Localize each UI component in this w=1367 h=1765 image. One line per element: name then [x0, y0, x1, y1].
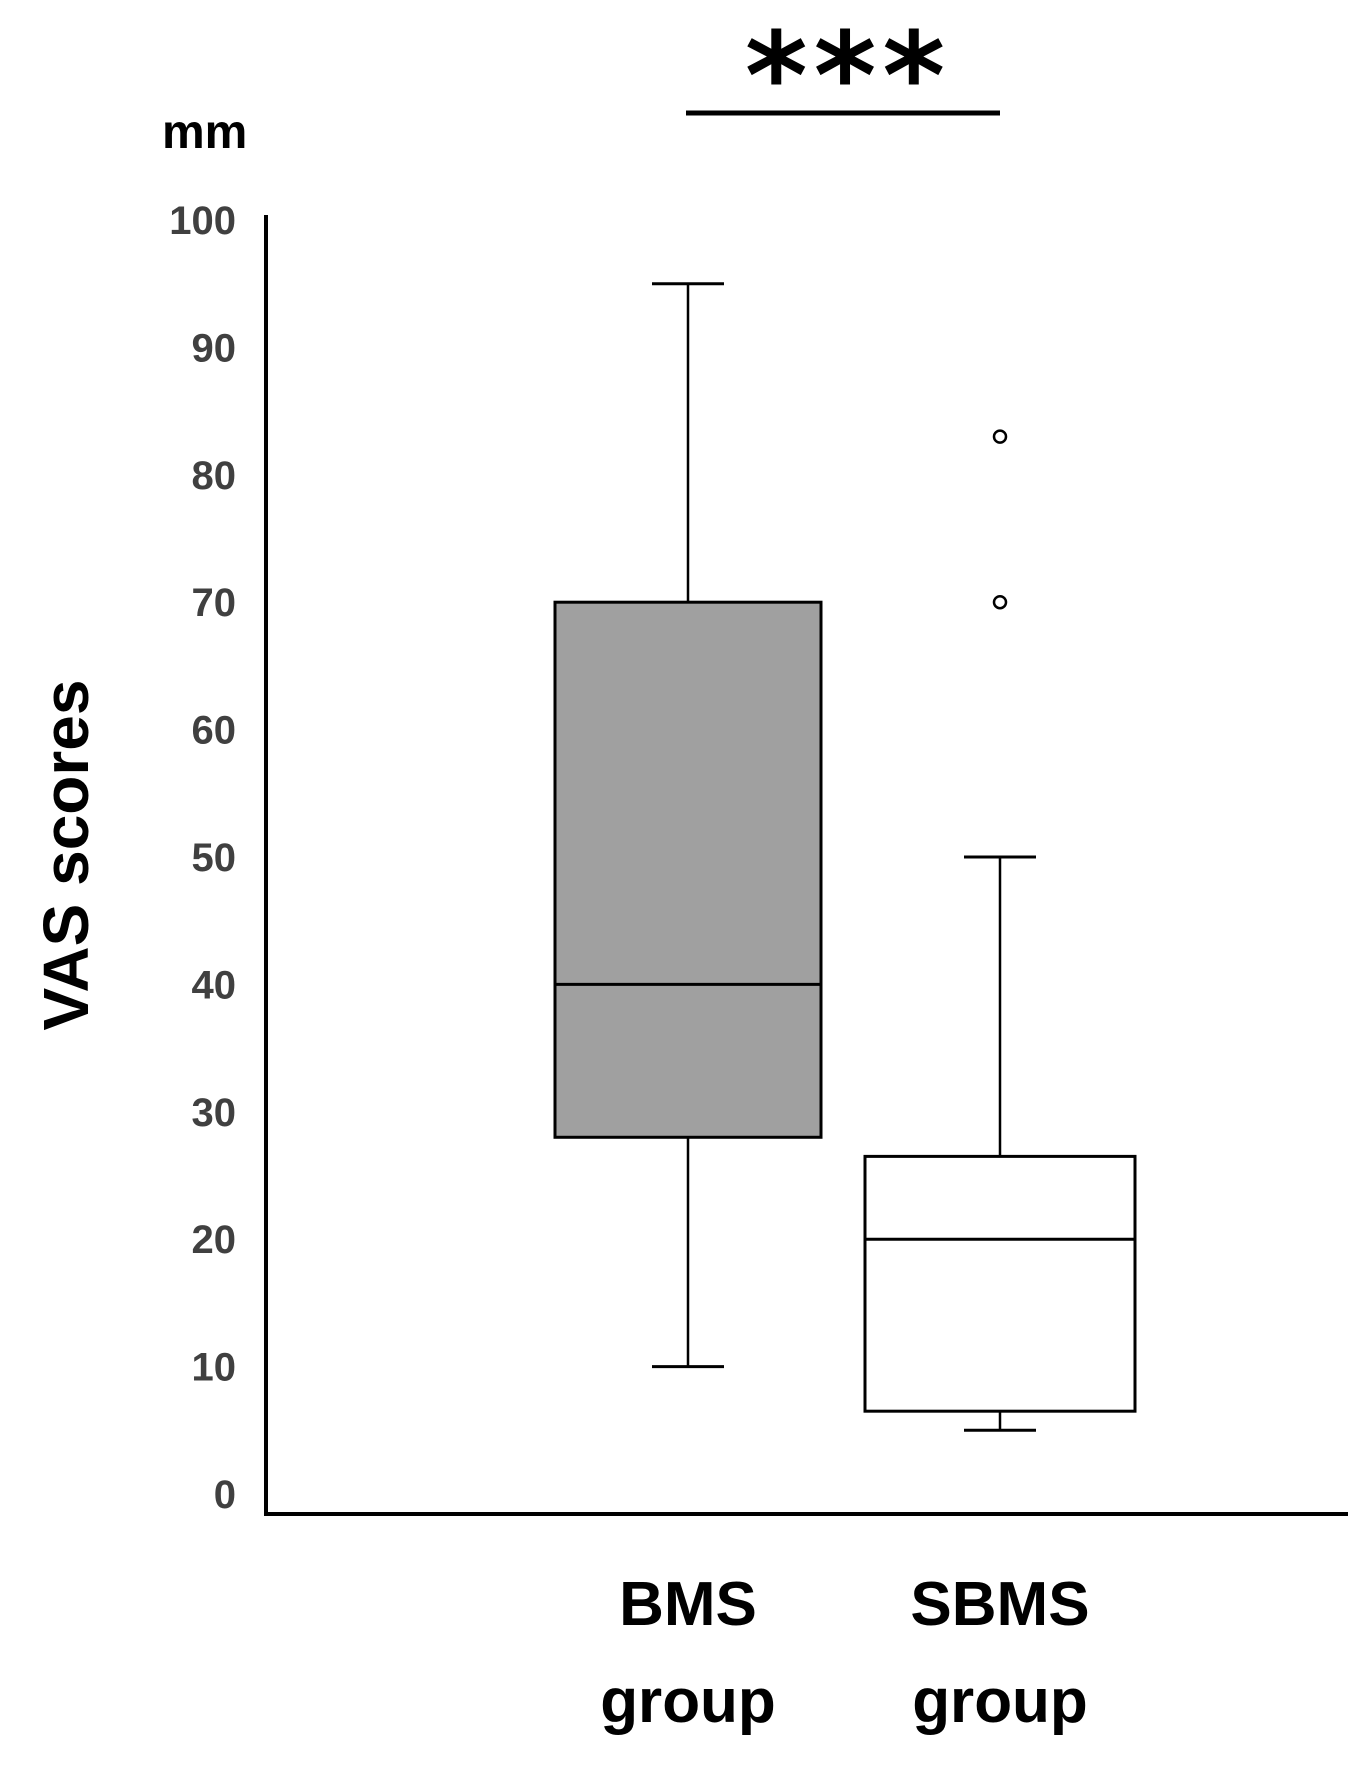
y-tick-label-10: 10 — [192, 1346, 237, 1390]
y-tick-label-100: 100 — [169, 199, 236, 243]
y-axis-title: VAS scores — [30, 680, 102, 1031]
category-label-sbms-line2: group — [912, 1667, 1088, 1736]
category-label-bms-line2: group — [600, 1667, 776, 1736]
box-0 — [553, 282, 823, 1369]
boxes-group — [553, 282, 1137, 1432]
y-tick-label-50: 50 — [192, 836, 237, 880]
y-tick-label-30: 30 — [192, 1091, 237, 1135]
y-tick-label-80: 80 — [192, 454, 237, 498]
category-label-sbms-line1: SBMS — [910, 1570, 1089, 1639]
iqr-box — [863, 1154, 1137, 1413]
y-tick-label-90: 90 — [192, 326, 237, 370]
significance-label: *** — [745, 8, 951, 147]
y-tick-labels: 0 10 20 30 40 50 60 70 80 90 100 — [169, 199, 236, 1517]
category-label-bms-line1: BMS — [619, 1570, 757, 1639]
outlier-point — [992, 594, 1008, 610]
box-1 — [863, 429, 1137, 1432]
y-tick-label-40: 40 — [192, 963, 237, 1007]
iqr-box — [553, 600, 823, 1139]
outlier-point — [992, 429, 1008, 444]
y-tick-label-20: 20 — [192, 1218, 237, 1262]
y-tick-label-70: 70 — [192, 581, 237, 625]
y-axis-unit: mm — [162, 106, 247, 159]
y-tick-label-0: 0 — [214, 1473, 236, 1517]
y-tick-label-60: 60 — [192, 709, 237, 753]
